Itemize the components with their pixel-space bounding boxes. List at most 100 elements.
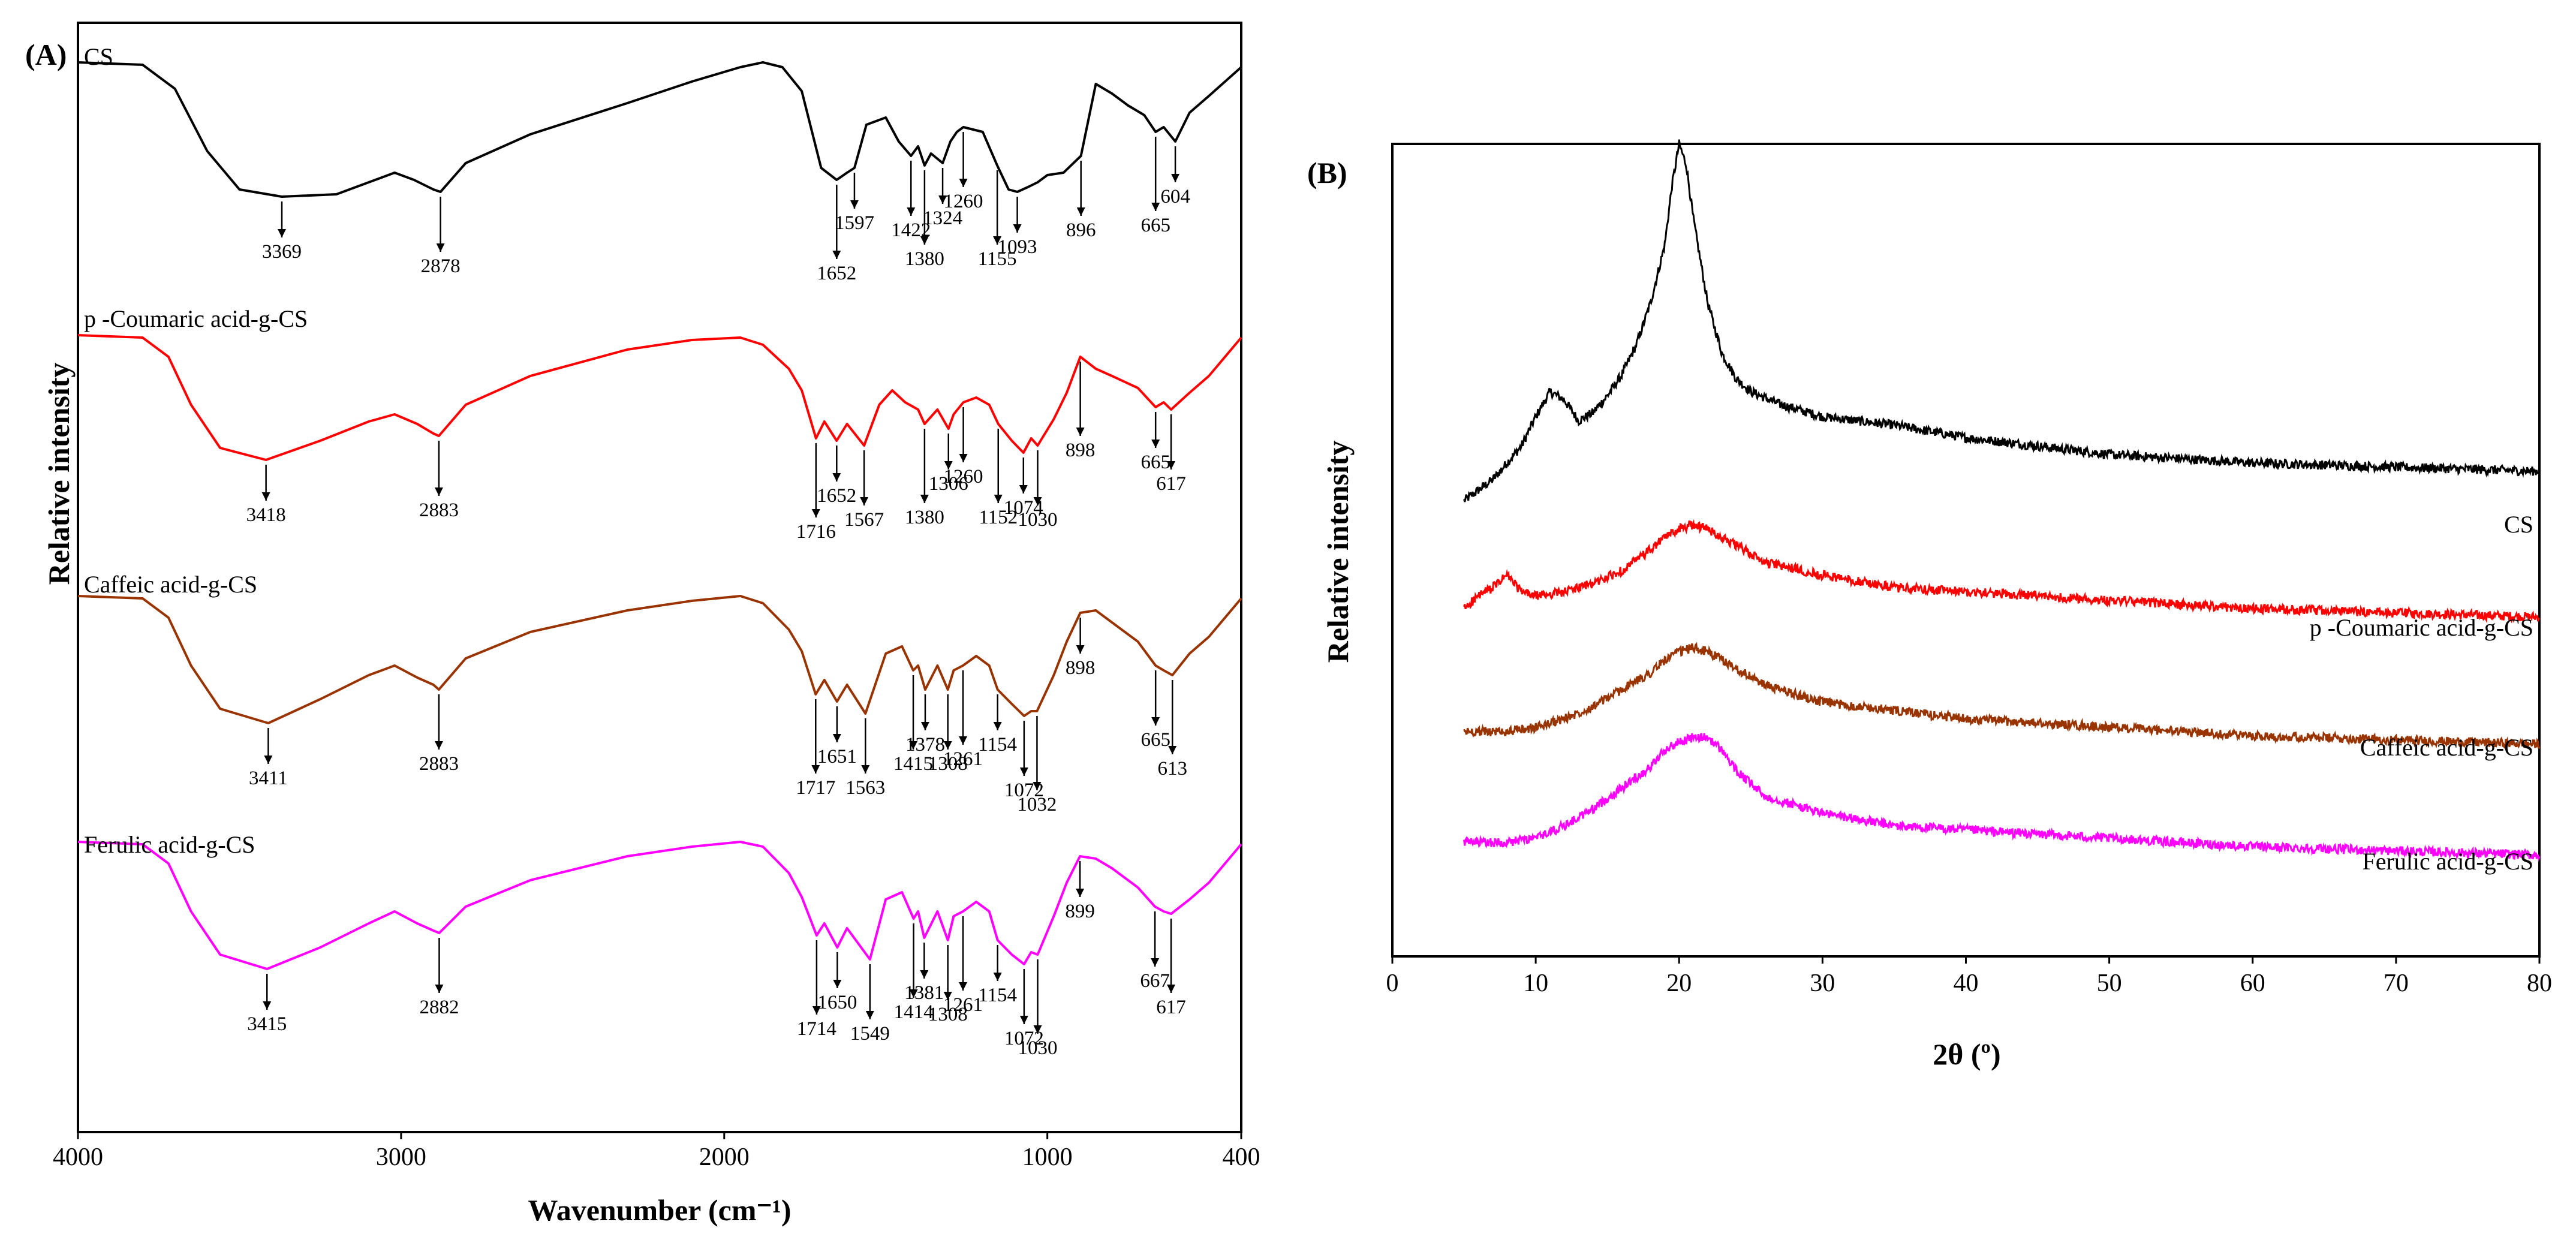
panel-a-peak-label: 1154 [978, 734, 1017, 756]
panel-b-x-tick-label: 40 [1954, 970, 1979, 997]
panel-a-peak-label: 1381 [904, 982, 944, 1004]
panel-a-peak-arrowhead [1013, 224, 1022, 233]
panel-b-x-tick-label: 60 [2240, 970, 2265, 997]
panel-a-peak-label: 1308 [928, 753, 968, 775]
panel-a-peak-arrowhead [943, 992, 952, 1000]
panel-b-label: (B) [1307, 156, 1347, 189]
panel-a-peak-arrowhead [909, 741, 918, 750]
panel-a-peak-arrowhead [959, 454, 968, 462]
panel-a-peak-arrowhead [865, 1011, 874, 1019]
panel-b-x-tick-label: 0 [1386, 970, 1399, 997]
panel-a-peak-label: 1717 [796, 777, 835, 799]
panel-a-peak-label: 1154 [978, 985, 1017, 1006]
panel-a-peak-label: 617 [1156, 473, 1186, 495]
panel-b-frame [1391, 143, 2541, 958]
panel-b-series-label: Caffeic acid-g-CS [2360, 734, 2533, 761]
panel-a-peak-arrowhead [264, 756, 273, 764]
panel-a-peak-label: 665 [1140, 215, 1170, 236]
panel-a-peak-arrowhead [434, 487, 443, 496]
panel-a-xlabel: Wavenumber (cm⁻¹) [528, 1193, 791, 1227]
panel-a-peak-label: 1261 [943, 748, 983, 770]
panel-a-peak-arrowhead [994, 495, 1003, 503]
panel-a-peak-label: 3418 [246, 504, 286, 526]
panel-b-series-labels: CS p -Coumaric acid-g-CS Caffeic acid-g-CS… [2310, 511, 2533, 875]
panel-b-series-line [1463, 642, 2541, 750]
panel-a-peak-label: 3411 [249, 768, 288, 789]
panel-a-peak-label: 665 [1140, 729, 1170, 751]
panel-a-peak-label: 1308 [928, 1004, 968, 1025]
panel-a-peak-arrowhead [920, 722, 929, 730]
panel-a-peak-arrowhead [811, 765, 820, 774]
panel-a-peak-arrowhead [943, 741, 952, 750]
panel-a-peak-arrowhead [1151, 958, 1160, 967]
panel-a-peak-arrowhead [1151, 717, 1160, 726]
panel-a-peak-label: 2883 [419, 753, 459, 775]
panel-a-peak-arrowhead [861, 765, 870, 774]
panel-b-series-label: p -Coumaric acid-g-CS [2310, 614, 2533, 641]
panel-a-series-line [77, 61, 1242, 198]
panel-a-peak-arrowhead [812, 1006, 821, 1015]
panel-a-peak-label: 1261 [943, 994, 983, 1016]
panel-a-peak-arrowhead [811, 509, 820, 517]
panel-a-peak-label: 1030 [1018, 1037, 1058, 1059]
panel-a-peak-label: 896 [1066, 219, 1096, 241]
panel-a-peak-label: 1260 [944, 191, 983, 212]
panel-a-peak-label: 1652 [817, 263, 856, 284]
panel-a-peak-label: 617 [1156, 997, 1186, 1018]
panel-a-peak-label: 1032 [1017, 794, 1057, 815]
panel-a-peak-label: 2878 [421, 255, 461, 277]
panel-b-series-label: Ferulic acid-g-CS [2363, 848, 2534, 875]
panel-a-peak-arrowhead [278, 229, 287, 237]
panel-a-peak-label: 1597 [835, 212, 874, 234]
panel-a-peak-arrowhead [909, 989, 918, 998]
panel-a-ticks: 4000 3000 2000 1000 400 [53, 1132, 1260, 1171]
panel-a-peak-arrowhead [261, 492, 270, 501]
panel-a-peak-label: 1415 [893, 753, 933, 775]
panel-b-series [1463, 139, 2541, 862]
panel-a-x-tick-label: 1000 [1022, 1143, 1073, 1171]
panel-a-peak-label: 1549 [850, 1023, 890, 1045]
panel-a-peak-label: 665 [1140, 452, 1170, 473]
panel-b-ylabel: Relative intensity [1321, 441, 1355, 663]
panel-a-peak-label: 1652 [817, 485, 856, 507]
panel-a-frame [77, 22, 1242, 1133]
panel-a-peak-arrowhead [920, 495, 929, 503]
panel-b-series-line [1463, 519, 2540, 624]
panel-a-peak-arrowhead [944, 461, 953, 469]
panel-a-peak-label: 604 [1160, 186, 1190, 207]
panel-a-peak-arrowhead [1019, 485, 1028, 493]
panel-a-peak-label: 1378 [905, 734, 945, 756]
panel-b-x-tick-label: 10 [1523, 970, 1548, 997]
panel-b-ticks: 0 10 20 30 40 50 60 70 80 [1386, 956, 2552, 997]
panel-a-peak-label: 1030 [1018, 509, 1058, 531]
panel-b-x-tick-label: 70 [2384, 970, 2409, 997]
panel-a-peak-arrowhead [993, 722, 1002, 730]
panel-a-peak-arrowhead [1019, 1016, 1028, 1024]
panel-a-peak-arrowhead [1033, 782, 1042, 790]
panel-a-peak-label: 1650 [817, 992, 857, 1013]
panel-a-peak-arrowhead [436, 243, 445, 252]
panel-a-peak-arrowhead [920, 970, 929, 979]
panel-b-series-label: CS [2504, 511, 2533, 538]
panel-a-peak-arrowhead [1076, 207, 1085, 216]
panel-a-peak-label: 1563 [845, 777, 885, 799]
panel-a-series-line [77, 595, 1242, 724]
panel-b-x-tick-label: 80 [2527, 970, 2552, 997]
panel-a-series-labels: CS p -Coumaric acid-g-CS Caffeic acid-g-CS… [84, 43, 308, 858]
panel-a-peak-label: 898 [1066, 440, 1096, 461]
panel-a-peak-label: 1380 [905, 248, 944, 270]
panel-a-series-label: Caffeic acid-g-CS [84, 571, 257, 598]
panel-a-peak-label: 1155 [978, 248, 1017, 270]
panel-a-peak-label: 3415 [247, 1013, 287, 1035]
panel-a-peak-arrowhead [833, 980, 842, 988]
panel-a-peak-arrowhead [993, 236, 1002, 245]
panel-b-x-tick-label: 20 [1666, 970, 1692, 997]
panel-b-series-line [1463, 139, 2540, 502]
panel-a-peak-label: 898 [1066, 657, 1096, 679]
panel-a-peak-arrowhead [832, 734, 841, 742]
panel-a-peak-label: 899 [1065, 901, 1095, 922]
panel-a-x-tick-label: 3000 [376, 1143, 426, 1171]
panel-a-peak-label: 3369 [262, 241, 302, 263]
panel-a-peak-arrowhead [1033, 497, 1042, 505]
